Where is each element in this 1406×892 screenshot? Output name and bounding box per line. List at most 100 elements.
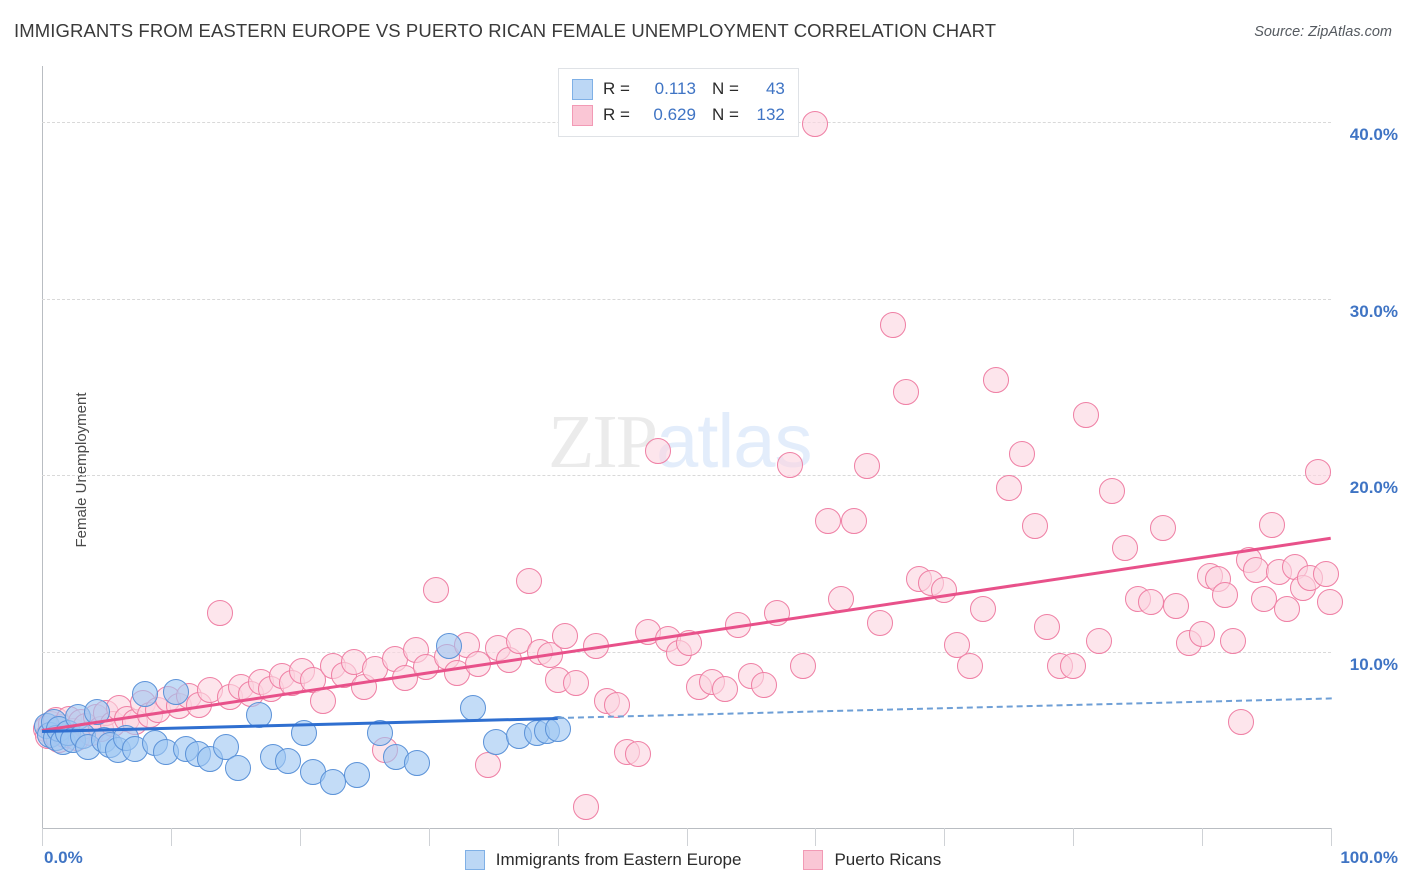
data-point bbox=[645, 437, 672, 464]
data-point bbox=[1250, 585, 1277, 612]
stats-swatch-pink bbox=[572, 104, 593, 126]
data-point bbox=[624, 740, 651, 767]
data-point bbox=[1021, 513, 1048, 540]
data-point bbox=[132, 680, 159, 707]
data-point bbox=[516, 568, 543, 595]
stats-swatch-blue bbox=[572, 78, 593, 100]
x-tick-0 bbox=[42, 828, 43, 846]
data-point bbox=[343, 762, 370, 789]
data-point bbox=[866, 610, 893, 637]
stats-n-label-blue: N = bbox=[711, 79, 739, 98]
data-point bbox=[1060, 652, 1087, 679]
data-point bbox=[310, 688, 336, 714]
data-point bbox=[196, 746, 223, 773]
data-point bbox=[1163, 592, 1190, 619]
data-point bbox=[436, 633, 463, 660]
page-title: IMMIGRANTS FROM EASTERN EUROPE VS PUERTO… bbox=[14, 20, 997, 41]
data-point bbox=[213, 733, 240, 760]
x-tick-70 bbox=[944, 828, 946, 846]
series-legend: Immigrants from Eastern Europe Puerto Ri… bbox=[0, 850, 1406, 870]
data-point bbox=[459, 695, 486, 722]
data-point bbox=[224, 755, 251, 782]
gridline-30 bbox=[42, 298, 1331, 300]
stats-r-label-blue: R = bbox=[603, 79, 630, 98]
data-point bbox=[1258, 511, 1285, 538]
legend-label-blue: Immigrants from Eastern Europe bbox=[495, 850, 742, 869]
legend-item-immigrants[interactable]: Immigrants from Eastern Europe bbox=[464, 850, 742, 870]
data-point bbox=[1008, 441, 1035, 468]
data-point bbox=[841, 508, 868, 535]
legend-item-puerto-ricans[interactable]: Puerto Ricans bbox=[803, 850, 941, 870]
data-point bbox=[163, 679, 190, 706]
x-tick-60 bbox=[815, 828, 817, 846]
legend-swatch-blue bbox=[464, 850, 485, 870]
data-point bbox=[1316, 589, 1343, 616]
data-point bbox=[544, 716, 571, 743]
data-point bbox=[404, 749, 431, 776]
watermark: ZIPatlas bbox=[548, 404, 813, 481]
data-point bbox=[853, 453, 880, 480]
data-point bbox=[482, 728, 509, 755]
x-axis-max-label: 100.0% bbox=[1340, 848, 1398, 867]
y-axis-title: Female Unemployment bbox=[10, 360, 90, 580]
data-point bbox=[1220, 628, 1247, 655]
x-tick-80 bbox=[1073, 828, 1075, 846]
stats-n-label-pink: N = bbox=[711, 105, 739, 124]
data-point bbox=[969, 596, 996, 623]
data-point bbox=[206, 599, 233, 626]
data-point bbox=[1312, 561, 1339, 587]
data-point bbox=[815, 508, 842, 535]
data-point bbox=[1111, 534, 1138, 561]
data-point bbox=[474, 751, 501, 778]
data-point bbox=[789, 652, 816, 679]
x-tick-50 bbox=[686, 828, 688, 846]
x-axis-min-label: 0.0% bbox=[44, 848, 83, 867]
data-point bbox=[1085, 628, 1112, 655]
data-point bbox=[603, 691, 630, 718]
data-point bbox=[1189, 620, 1216, 647]
correlation-stats-box: R = 0.113 N = 43 R = 0.629 N = 132 bbox=[558, 68, 799, 137]
data-point bbox=[1243, 557, 1270, 584]
stats-row-pink: R = 0.629 N = 132 bbox=[572, 102, 785, 128]
y-tick-label-40: 40.0% bbox=[1349, 125, 1398, 145]
x-tick-40 bbox=[557, 828, 559, 846]
data-point bbox=[776, 451, 803, 478]
data-point bbox=[879, 312, 906, 339]
data-point bbox=[1150, 515, 1177, 542]
legend-label-pink: Puerto Ricans bbox=[834, 850, 942, 869]
x-tick-20 bbox=[299, 828, 301, 846]
x-tick-90 bbox=[1202, 828, 1204, 846]
stats-r-label-pink: R = bbox=[603, 105, 630, 124]
watermark-zip: ZIP bbox=[548, 400, 658, 484]
y-tick-label-20: 20.0% bbox=[1349, 478, 1398, 498]
data-point bbox=[982, 366, 1009, 393]
x-tick-30 bbox=[428, 828, 430, 846]
x-tick-100 bbox=[1331, 828, 1332, 846]
legend-swatch-pink bbox=[803, 850, 824, 870]
y-tick-label-10: 10.0% bbox=[1349, 654, 1398, 674]
data-point bbox=[1305, 458, 1332, 485]
stats-n-value-blue: 43 bbox=[765, 79, 785, 98]
data-point bbox=[957, 652, 984, 679]
data-point bbox=[802, 111, 829, 138]
source-attribution: Source: ZipAtlas.com bbox=[1254, 24, 1392, 40]
data-point bbox=[892, 379, 919, 406]
y-axis-line bbox=[42, 66, 43, 828]
data-point bbox=[944, 631, 971, 658]
data-point bbox=[1212, 582, 1239, 609]
stats-r-value-pink: 0.629 bbox=[653, 105, 696, 124]
data-point bbox=[1073, 402, 1100, 429]
data-point bbox=[552, 622, 579, 649]
data-point bbox=[1098, 478, 1125, 505]
data-point bbox=[1137, 589, 1164, 616]
stats-r-value-blue: 0.113 bbox=[654, 79, 696, 98]
data-point bbox=[1227, 709, 1254, 736]
data-point bbox=[572, 793, 599, 820]
data-point bbox=[1274, 596, 1301, 623]
stats-row-blue: R = 0.113 N = 43 bbox=[572, 76, 785, 102]
y-tick-label-30: 30.0% bbox=[1349, 301, 1398, 321]
data-point bbox=[995, 474, 1022, 501]
gridline-20 bbox=[42, 475, 1331, 477]
data-point bbox=[562, 670, 589, 697]
